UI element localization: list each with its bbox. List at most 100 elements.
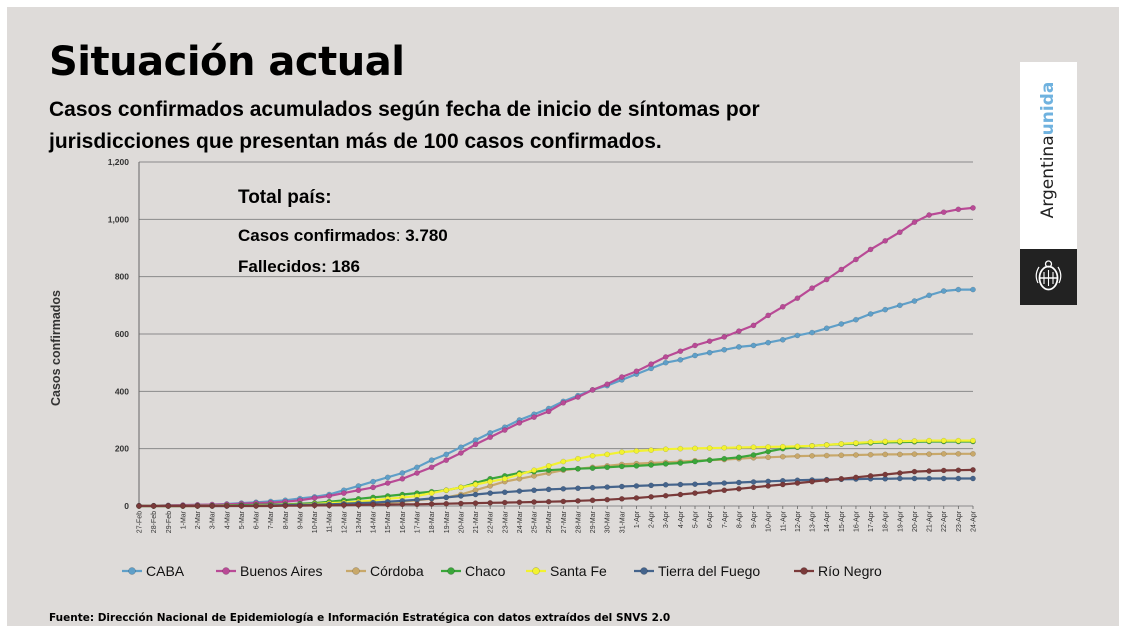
x-tick-label: 4-Apr (678, 510, 685, 528)
data-point (531, 499, 537, 505)
legend-label: Río Negro (818, 563, 882, 579)
data-point (955, 467, 962, 473)
x-tick-label: 14-Apr (824, 510, 831, 532)
data-point (604, 464, 611, 471)
data-point (940, 288, 947, 294)
data-point (633, 368, 640, 375)
data-point (897, 438, 903, 445)
data-point (282, 502, 289, 509)
data-point (545, 408, 552, 415)
data-point (926, 468, 932, 474)
data-point (765, 444, 771, 450)
data-point (458, 500, 464, 507)
data-point (604, 484, 611, 490)
data-point (531, 467, 537, 473)
x-tick-label: 8-Apr (736, 510, 743, 528)
data-point (428, 464, 435, 471)
data-point (414, 470, 420, 476)
x-tick-label: 15-Mar (385, 510, 392, 533)
data-point (414, 464, 420, 471)
data-point (897, 302, 903, 309)
data-point (853, 474, 859, 481)
data-point (604, 381, 611, 387)
brand-text-accent: unida (1038, 81, 1058, 136)
data-point (823, 452, 830, 459)
x-tick-label: 27-Feb (137, 511, 144, 533)
data-point (633, 483, 640, 489)
x-tick-label: 26-Mar (546, 510, 553, 533)
legend-marker (447, 567, 455, 575)
data-point (165, 503, 172, 509)
x-tick-label: 21-Mar (473, 510, 480, 533)
data-point (560, 485, 567, 492)
x-axis: 27-Feb 28-Feb 29-Feb 1-Mar 2-Mar 3-Mar 4-Mar 5-… (137, 506, 978, 533)
data-point (794, 443, 801, 450)
data-point (867, 451, 874, 458)
data-point (750, 484, 757, 491)
data-point (619, 374, 625, 380)
data-point (311, 502, 318, 509)
data-point (867, 439, 874, 445)
data-point (736, 454, 742, 461)
y-tick-label: 1,000 (108, 214, 130, 224)
data-point (472, 491, 479, 498)
data-point (823, 477, 830, 484)
x-tick-label: 6-Mar (254, 510, 261, 529)
x-tick-label: 11-Mar (327, 510, 334, 532)
data-point (326, 502, 333, 509)
legend-item: Chaco (441, 563, 506, 579)
legend-label: Chaco (465, 563, 506, 579)
data-point (926, 451, 932, 457)
series-caba (136, 286, 976, 509)
data-point (692, 458, 698, 465)
grid (138, 161, 973, 507)
data-point (882, 306, 889, 313)
data-point (765, 454, 771, 461)
x-tick-label: 21-Apr (927, 510, 934, 532)
data-point (238, 503, 245, 509)
x-tick-label: 4-Mar (224, 510, 231, 529)
data-point (677, 356, 684, 363)
data-point (853, 452, 859, 458)
data-point (823, 325, 830, 332)
data-point (604, 451, 611, 458)
x-tick-label: 3-Apr (663, 510, 670, 528)
legend-marker (640, 567, 648, 575)
data-point (501, 489, 508, 496)
x-tick-label: 3-Mar (210, 510, 217, 529)
data-point (516, 488, 523, 494)
data-point (662, 359, 669, 366)
data-point (809, 285, 815, 291)
data-point (472, 481, 479, 488)
data-point (721, 480, 728, 486)
data-point (501, 475, 508, 482)
data-point (750, 479, 757, 485)
legend-label: Santa Fe (550, 563, 607, 579)
data-point (955, 206, 962, 213)
data-point (370, 478, 376, 485)
chart-subtitle: Casos confirmados acumulados según fecha… (49, 98, 760, 153)
data-point (853, 440, 859, 446)
data-point (721, 487, 728, 494)
data-point (648, 482, 654, 489)
x-tick-label: 28-Feb (151, 511, 158, 533)
series-line (139, 288, 973, 507)
data-point (970, 467, 976, 473)
x-tick-label: 29-Mar (590, 510, 597, 533)
y-tick-label: 600 (115, 329, 129, 339)
data-point (589, 497, 596, 504)
data-point (911, 468, 918, 475)
data-point (575, 485, 581, 492)
data-point (341, 490, 347, 496)
x-tick-label: 18-Mar (429, 510, 436, 533)
data-point (838, 321, 845, 327)
data-point (531, 414, 537, 420)
x-tick-label: 8-Mar (283, 510, 290, 529)
x-tick-label: 16-Mar (400, 510, 407, 533)
y-tick-label: 0 (124, 501, 129, 511)
data-point (575, 498, 581, 504)
data-point (911, 475, 918, 482)
data-point (750, 452, 757, 458)
data-point (926, 475, 932, 482)
data-point (911, 219, 918, 225)
